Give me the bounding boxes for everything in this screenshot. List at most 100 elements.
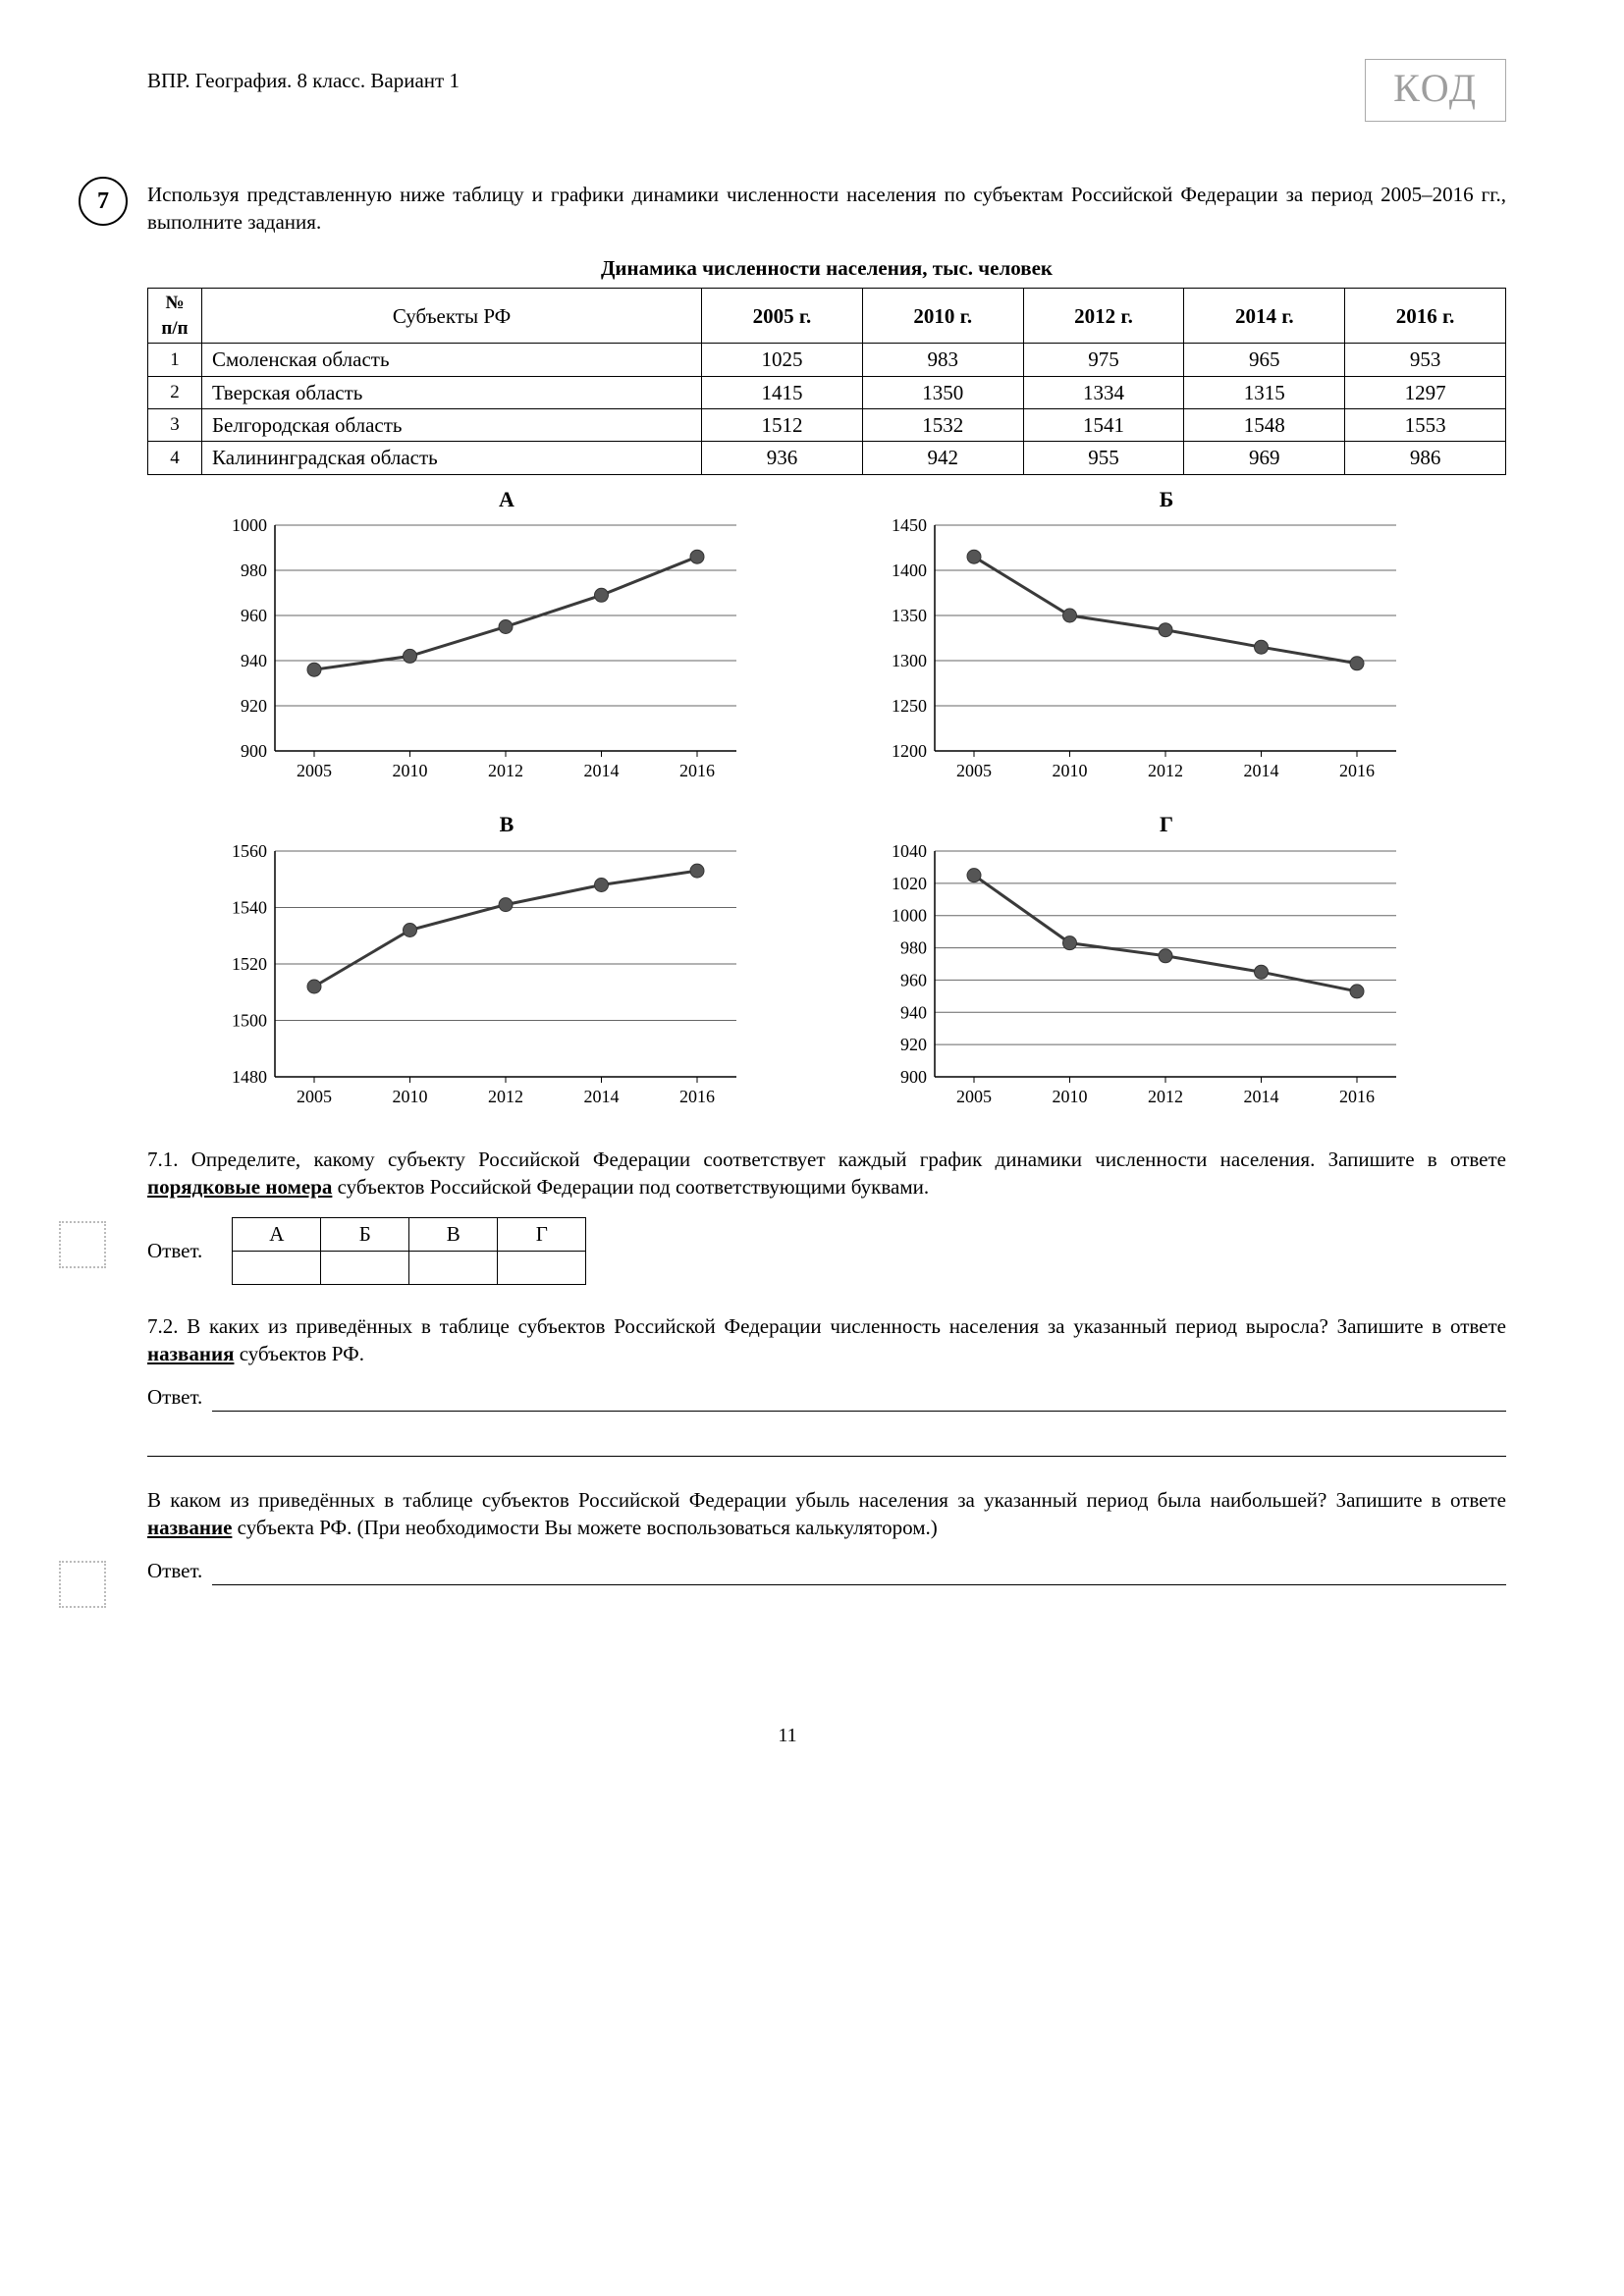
table-row: 4Калининградская область936942955969986: [148, 442, 1506, 474]
answer-cell[interactable]: [498, 1251, 586, 1284]
cell-subject: Смоленская область: [202, 344, 702, 376]
answer-blank-line[interactable]: [212, 1390, 1506, 1412]
chart-label: В: [206, 810, 807, 839]
answer-col-header: А: [233, 1217, 321, 1251]
svg-text:1020: 1020: [892, 874, 927, 893]
col-year: 2016 г.: [1345, 289, 1506, 344]
col-subject: Субъекты РФ: [202, 289, 702, 344]
q72-bold: названия: [147, 1342, 234, 1365]
chart-А: А900920940960980100020052010201220142016: [206, 485, 807, 791]
table-row: 1Смоленская область1025983975965953: [148, 344, 1506, 376]
table-row: 3Белгородская область1512153215411548155…: [148, 409, 1506, 442]
q73-post: субъекта РФ. (При необходимости Вы может…: [232, 1516, 937, 1539]
svg-text:920: 920: [900, 1035, 927, 1054]
svg-text:960: 960: [900, 970, 927, 989]
svg-text:1000: 1000: [892, 906, 927, 926]
col-year: 2012 г.: [1023, 289, 1184, 344]
cell-value: 1297: [1345, 376, 1506, 408]
svg-text:2014: 2014: [1244, 761, 1279, 780]
question-number-circle: 7: [79, 177, 128, 226]
svg-text:1540: 1540: [232, 898, 267, 918]
svg-text:1480: 1480: [232, 1067, 267, 1087]
population-table: №п/пСубъекты РФ2005 г.2010 г.2012 г.2014…: [147, 288, 1506, 475]
svg-text:900: 900: [900, 1067, 927, 1087]
svg-text:1200: 1200: [892, 741, 927, 761]
svg-text:2010: 2010: [393, 761, 428, 780]
svg-text:2010: 2010: [1053, 1087, 1088, 1106]
table-title: Динамика численности населения, тыс. чел…: [147, 254, 1506, 282]
q72-post: субъектов РФ.: [234, 1342, 364, 1365]
svg-text:980: 980: [241, 561, 267, 580]
svg-text:980: 980: [900, 938, 927, 958]
answer-7-1-row: Ответ. АБВГ: [147, 1217, 1506, 1285]
answer-cell[interactable]: [409, 1251, 498, 1284]
answer-blank-line-3[interactable]: [212, 1564, 1506, 1585]
cell-value: 936: [702, 442, 863, 474]
question-7-2: 7.2. В каких из приведённых в таблице су…: [147, 1312, 1506, 1368]
question-7-1: 7.1. Определите, какому субъекту Российс…: [147, 1146, 1506, 1201]
svg-text:1450: 1450: [892, 515, 927, 535]
table-body: 1Смоленская область10259839759659532Твер…: [148, 344, 1506, 474]
svg-text:2005: 2005: [297, 1087, 332, 1106]
svg-text:1250: 1250: [892, 696, 927, 716]
svg-text:2016: 2016: [1339, 761, 1375, 780]
answer-col-header: Б: [321, 1217, 409, 1251]
answer-label-3: Ответ.: [147, 1557, 202, 1584]
cell-value: 1025: [702, 344, 863, 376]
answer-cell[interactable]: [321, 1251, 409, 1284]
svg-text:2012: 2012: [488, 1087, 523, 1106]
cell-value: 1415: [702, 376, 863, 408]
cell-value: 1512: [702, 409, 863, 442]
cell-value: 955: [1023, 442, 1184, 474]
svg-text:2014: 2014: [584, 1087, 620, 1106]
header-left: ВПР. География. 8 класс. Вариант 1: [147, 59, 460, 94]
svg-text:940: 940: [900, 1002, 927, 1022]
answer-7-2-line-2[interactable]: [147, 1427, 1506, 1457]
page-header: ВПР. География. 8 класс. Вариант 1 КОД: [147, 59, 1506, 122]
cell-value: 942: [862, 442, 1023, 474]
cell-value: 1350: [862, 376, 1023, 408]
answer-7-3-line: Ответ.: [147, 1557, 1506, 1584]
svg-text:2014: 2014: [584, 761, 620, 780]
svg-text:1400: 1400: [892, 561, 927, 580]
cell-value: 965: [1184, 344, 1345, 376]
answer-col-header: Г: [498, 1217, 586, 1251]
svg-text:2012: 2012: [488, 761, 523, 780]
cell-value: 1334: [1023, 376, 1184, 408]
chart-label: Г: [866, 810, 1467, 839]
cell-value: 1315: [1184, 376, 1345, 408]
cell-subject: Белгородская область: [202, 409, 702, 442]
cell-value: 969: [1184, 442, 1345, 474]
answer-cell[interactable]: [233, 1251, 321, 1284]
answer-table-body-row: [233, 1251, 586, 1284]
cell-value: 975: [1023, 344, 1184, 376]
q71-pre: 7.1. Определите, какому субъекту Российс…: [147, 1148, 1506, 1171]
svg-text:940: 940: [241, 651, 267, 670]
cell-value: 983: [862, 344, 1023, 376]
chart-В: В148015001520154015602005201020122014201…: [206, 810, 807, 1116]
cell-value: 1553: [1345, 409, 1506, 442]
svg-text:2016: 2016: [679, 761, 715, 780]
svg-text:2010: 2010: [393, 1087, 428, 1106]
content: 7 Используя представленную ниже таблицу …: [147, 181, 1506, 1585]
svg-text:1350: 1350: [892, 606, 927, 625]
cell-value: 986: [1345, 442, 1506, 474]
cell-num: 2: [148, 376, 202, 408]
col-year: 2014 г.: [1184, 289, 1345, 344]
q73-bold: название: [147, 1516, 232, 1539]
svg-text:920: 920: [241, 696, 267, 716]
svg-text:1300: 1300: [892, 651, 927, 670]
cell-value: 1532: [862, 409, 1023, 442]
svg-text:1500: 1500: [232, 1011, 267, 1031]
svg-text:1000: 1000: [232, 515, 267, 535]
cell-subject: Калининградская область: [202, 442, 702, 474]
cell-num: 1: [148, 344, 202, 376]
score-box-1: [59, 1221, 106, 1268]
chart-svg: 1480150015201540156020052010201220142016: [206, 841, 756, 1116]
q72-pre: 7.2. В каких из приведённых в таблице су…: [147, 1314, 1506, 1338]
cell-value: 1541: [1023, 409, 1184, 442]
chart-label: А: [206, 485, 807, 514]
svg-text:1560: 1560: [232, 841, 267, 861]
col-num: №п/п: [148, 289, 202, 344]
cell-num: 3: [148, 409, 202, 442]
